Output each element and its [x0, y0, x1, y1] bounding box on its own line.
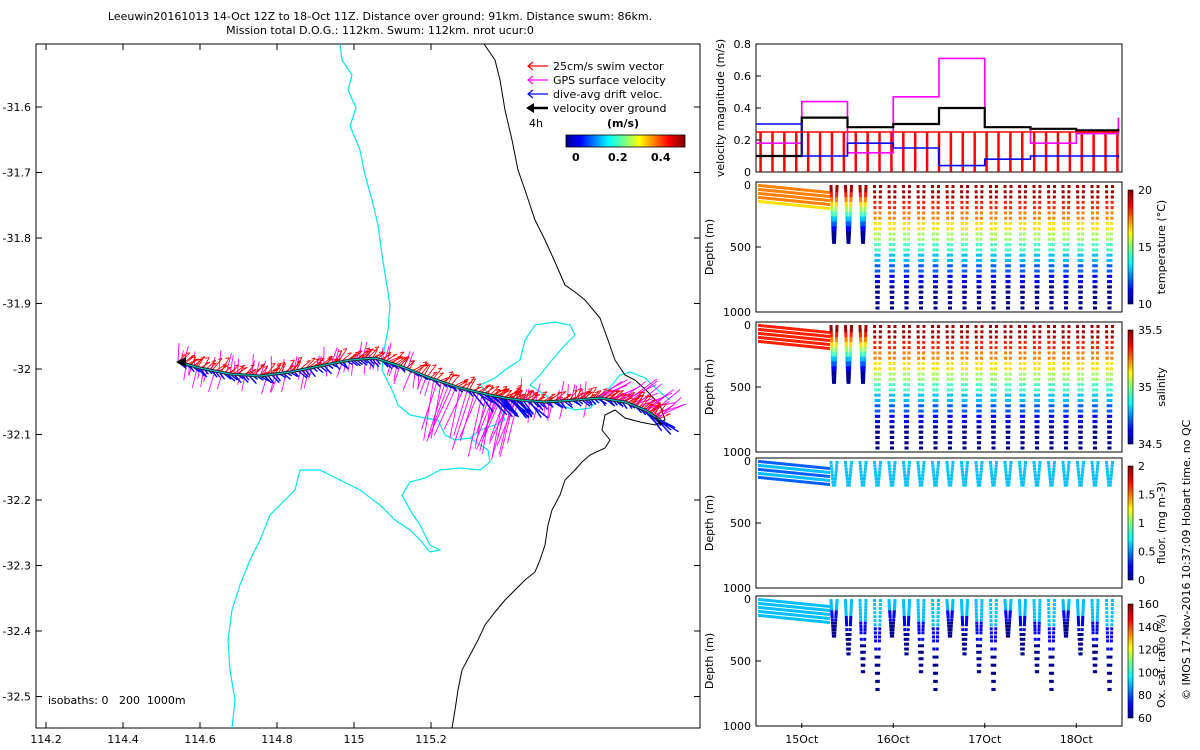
depth-tick: 0: [744, 455, 751, 468]
colorbar-tick: 34.5: [1138, 438, 1163, 451]
map-y-axis: -31.6 -31.7 -31.8 -31.9 -32 -32.1 -32.2 -32.3 -3…: [3, 101, 700, 704]
colorbar-label: Ox. sat. ratio (%): [1155, 614, 1168, 708]
map-y-tick-label: -31.9: [3, 298, 31, 311]
date-axis: 15Oct 16Oct 17Oct 18Oct: [785, 723, 1093, 746]
map-y-tick-label: -32.4: [3, 625, 31, 638]
velocity-y-tick: 0.6: [734, 70, 752, 83]
date-tick-label: 18Oct: [1060, 733, 1094, 746]
profile-colorbar: [1127, 189, 1134, 305]
colorbar-label: temperature (°C): [1155, 200, 1168, 294]
profile-dots: [758, 324, 1114, 450]
figure-title: Leeuwin20161013 14-Oct 12Z to 18-Oct 11Z…: [0, 10, 760, 38]
profile-dots: [758, 598, 1114, 691]
depth-tick: 1000: [723, 446, 751, 459]
map-x-tick-label: 114.4: [107, 733, 139, 746]
depth-tick: 1000: [723, 306, 751, 319]
colorbar-tick: 20: [1138, 184, 1152, 197]
depth-tick: 0: [744, 593, 751, 606]
map-legend: 25cm/s swim vector GPS surface velocity …: [526, 60, 686, 164]
date-tick-label: 16Oct: [877, 733, 911, 746]
colorbar-tick: 35: [1138, 381, 1152, 394]
map-x-tick-label: 114.6: [184, 733, 216, 746]
colorbar-tick: 60: [1138, 712, 1152, 725]
depth-tick: 500: [730, 241, 751, 254]
map-y-tick-label: -31.7: [3, 167, 31, 180]
map-y-tick-label: -32: [13, 363, 31, 376]
colorbar-tick-1: 0.2: [608, 151, 628, 164]
velocity-y-tick: 0: [744, 166, 751, 179]
colorbar-label: salinity: [1155, 367, 1168, 407]
colorbar-tick: 100: [1138, 666, 1159, 679]
legend-velocity-over-ground: velocity over ground: [553, 102, 666, 115]
velocity-y-tick: 0.2: [734, 134, 752, 147]
colorbar-tick: 160: [1138, 598, 1159, 611]
velocity-series-1: [756, 106, 1120, 158]
colorbar-title: (m/s): [607, 117, 639, 130]
profile-colorbar: [1127, 603, 1134, 719]
colorbar-tick: 1: [1138, 517, 1145, 530]
coastline: [451, 44, 666, 728]
credit-text: © IMOS 17-Nov-2016 10:37:09 Hobart time.…: [1180, 419, 1193, 700]
colorbar-tick: 35.5: [1138, 324, 1163, 337]
colorbar-tick: 1.5: [1138, 489, 1156, 502]
depth-tick: 1000: [723, 582, 751, 595]
profile-colorbar: [1127, 329, 1134, 445]
colorbar-tick-2: 0.4: [651, 151, 671, 164]
velocity-series-2: [756, 123, 1120, 167]
title-line-1: Leeuwin20161013 14-Oct 12Z to 18-Oct 11Z…: [107, 10, 653, 23]
isobath-200m-south: [227, 437, 491, 728]
colorbar-tick: 2: [1138, 460, 1145, 473]
profile-colorbar: [1127, 465, 1134, 581]
depth-tick: 500: [730, 655, 751, 668]
map-y-tick-label: -31.6: [3, 101, 31, 114]
isobaths-label: isobaths: 0 200 1000m: [48, 694, 186, 707]
speed-colorbar: [565, 134, 686, 148]
profile-dots: [758, 460, 1114, 487]
velocity-y-tick: 0.4: [734, 102, 752, 115]
map-y-tick-label: -32.2: [3, 494, 31, 507]
velocity-series-0: [756, 57, 1120, 154]
map-x-tick-label: 115.2: [415, 733, 447, 746]
colorbar-tick: 10: [1138, 298, 1152, 311]
colorbar-tick: 140: [1138, 621, 1159, 634]
glider-track: [176, 341, 687, 461]
map-x-axis: 114.2 114.4 114.6 114.8 115 115.2: [30, 44, 447, 746]
map-x-tick-label: 115: [344, 733, 365, 746]
velocity-panel: 00.20.40.60.8 velocity magnitude (m/s): [714, 38, 1123, 179]
colorbar-tick: 80: [1138, 689, 1152, 702]
map-x-tick-label: 114.2: [30, 733, 62, 746]
map-y-tick-label: -31.8: [3, 232, 31, 245]
depth-tick: 0: [744, 319, 751, 332]
map-y-tick-label: -32.3: [3, 560, 31, 573]
colorbar-tick: 0: [1138, 574, 1145, 587]
legend-gps-velocity: GPS surface velocity: [553, 74, 666, 87]
map-y-tick-label: -32.5: [3, 691, 31, 704]
colorbar-tick: 120: [1138, 644, 1159, 657]
title-line-2: Mission total D.O.G.: 112km. Swum: 112km…: [226, 24, 534, 37]
depth-tick: 500: [730, 381, 751, 394]
map-x-tick-label: 114.8: [261, 733, 293, 746]
depth-tick: 500: [730, 517, 751, 530]
date-tick-label: 15Oct: [785, 733, 819, 746]
time-label: 4h: [529, 117, 543, 130]
colorbar-label: fluor. (mg m-3): [1155, 482, 1168, 565]
profile-dots: [758, 184, 1114, 310]
map-axes-frame: [35, 43, 701, 729]
map-panel: 114.2 114.4 114.6 114.8 115 115.2 -31.6-31.7-…: [3, 43, 701, 746]
velocity-y-tick: 0.8: [734, 38, 752, 51]
map-y-tick-label: -32.1: [3, 429, 31, 442]
depth-tick: 1000: [723, 720, 751, 733]
legend-drift-velocity: dive-avg drift veloc.: [553, 88, 663, 101]
colorbar-tick: 0.5: [1138, 546, 1156, 559]
depth-tick: 0: [744, 179, 751, 192]
legend-swim-vector: 25cm/s swim vector: [553, 60, 664, 73]
colorbar-tick-0: 0: [572, 151, 580, 164]
colorbar-tick: 15: [1138, 241, 1152, 254]
date-tick-label: 17Oct: [968, 733, 1002, 746]
